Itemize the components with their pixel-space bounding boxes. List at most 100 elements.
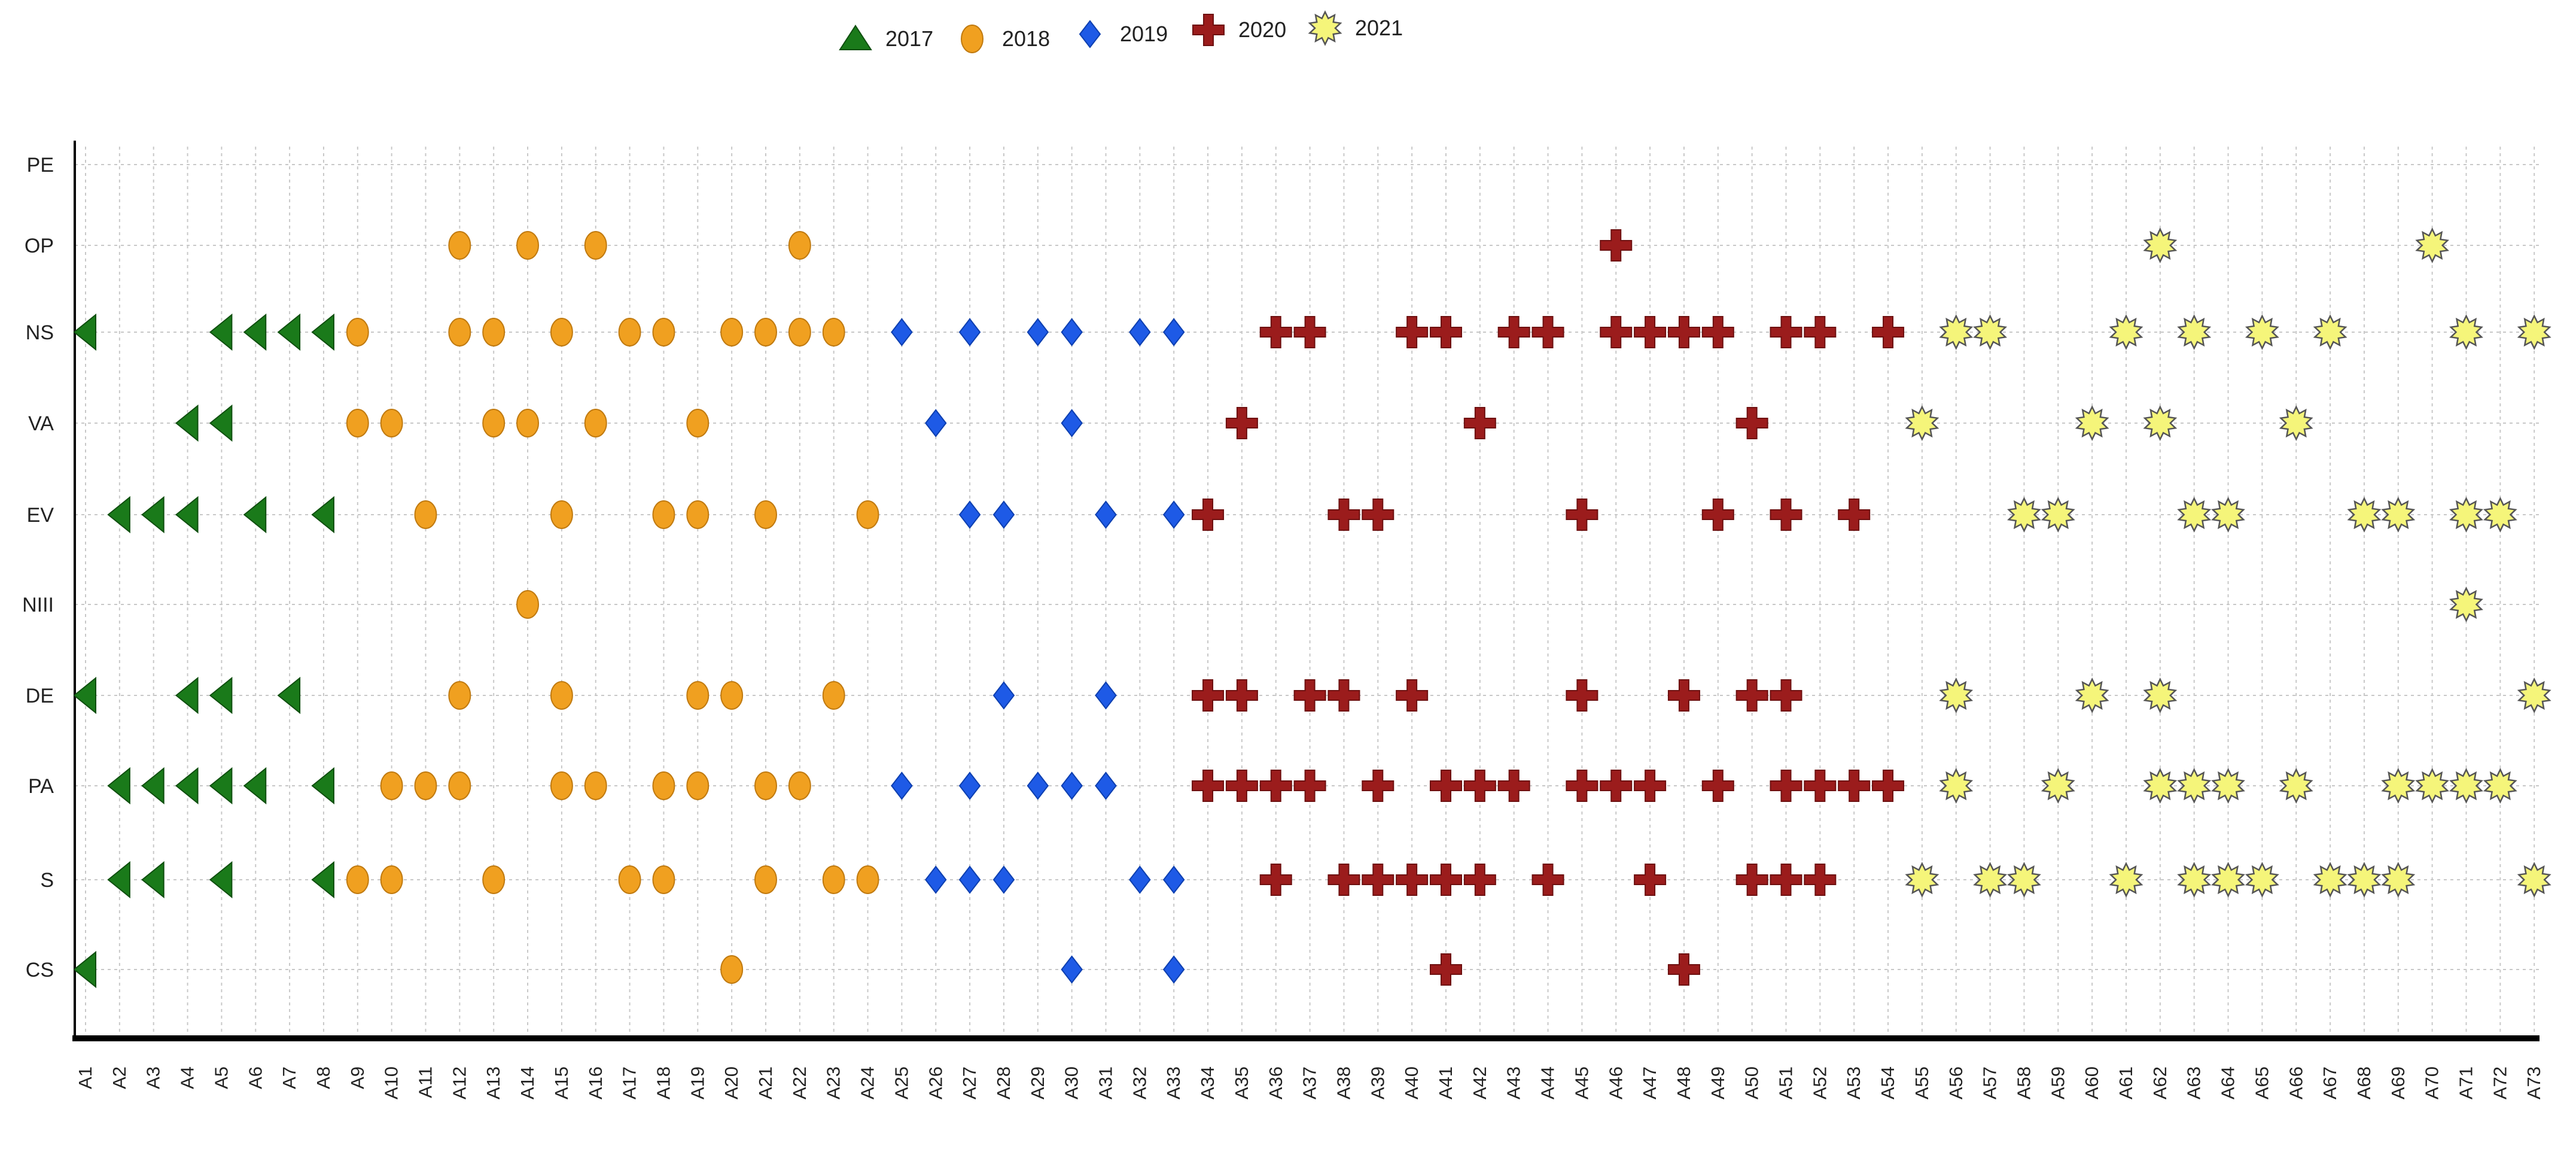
data-point-cross [1362,864,1394,896]
x-tick-label: A1 [75,1066,96,1089]
data-point-triangle [175,404,199,442]
x-tick-label: A54 [1877,1066,1898,1099]
data-point-cross [1293,316,1326,348]
data-point-cross [1634,316,1667,348]
data-point-circle [652,318,675,347]
data-point-star [2143,677,2178,713]
x-tick-label: A3 [143,1066,164,1089]
data-point-star [2279,768,2313,804]
data-point-triangle [209,676,233,715]
data-point-cross [1293,679,1326,712]
data-point-cross [1259,316,1292,348]
data-point-diamond [924,409,947,437]
data-point-star [2075,405,2109,441]
y-tick-label: DE [26,685,54,707]
data-point-cross [1362,770,1394,802]
data-point-star [1939,677,1974,713]
data-point-star [2211,768,2245,804]
x-tick-label: A65 [2251,1066,2272,1099]
series-2018 [346,231,879,984]
data-point-circle [346,409,369,437]
data-point-circle [482,865,506,894]
data-point-triangle [175,767,199,805]
x-tick-labels: A1 A2 A3 A4 A5 A6 A7 A8 A9 A10 A11 A12 A13 A14 A15 A16 A… [75,1066,2544,1099]
data-point-circle [720,318,744,347]
x-tick-label: A32 [1129,1066,1150,1099]
x-tick-label: A46 [1605,1066,1626,1099]
x-tick-label: A27 [959,1066,980,1099]
data-point-circle [448,681,471,710]
data-point-diamond [1095,500,1117,529]
series-2019 [891,318,1185,984]
data-point-star [1905,405,1939,441]
data-point-star [2177,314,2212,350]
data-point-circle [856,865,879,894]
data-point-cross [1872,770,1905,802]
data-point-cross [1600,316,1633,348]
data-point-circle [754,865,777,894]
data-point-star [2279,405,2313,441]
data-point-star [2381,862,2416,898]
data-point-circle [380,771,403,800]
data-point-cross [1225,407,1258,439]
x-tick-label: A15 [551,1066,572,1099]
data-point-circle [550,318,573,347]
data-point-cross [1667,953,1700,986]
data-point-star [2075,677,2109,713]
data-point-cross [1667,679,1700,712]
x-tick-label: A14 [517,1066,538,1099]
y-tick-label: NIII [22,594,54,616]
x-tick-label: A34 [1197,1066,1218,1099]
data-point-star [2245,314,2279,350]
data-point-star [2449,314,2483,350]
x-tick-label: A43 [1503,1066,1524,1099]
x-tick-label: A18 [653,1066,674,1099]
legend-label: 2019 [1120,22,1168,46]
x-tick-label: A25 [891,1066,912,1099]
legend-item-2017: 2017 [839,25,933,51]
data-point-cross [1531,316,1564,348]
x-tick-label: A73 [2523,1066,2544,1099]
x-tick-label: A72 [2489,1066,2510,1099]
legend-item-2018: 2018 [961,25,1050,53]
data-point-triangle [141,496,165,534]
data-point-diamond [1095,771,1117,800]
data-point-cross [1430,953,1462,986]
data-point-cross [1327,499,1360,531]
data-point-star [2517,314,2551,350]
data-point-cross [1463,770,1496,802]
data-point-circle [584,231,607,260]
data-point-triangle [311,767,334,805]
x-tick-label: A52 [1809,1066,1830,1099]
x-tick-label: A50 [1741,1066,1762,1099]
data-point-circle [414,771,437,800]
legend-marker-star [1308,10,1342,46]
data-point-cross [1396,864,1429,896]
x-tick-label: A21 [755,1066,776,1099]
data-point-circle [686,771,710,800]
data-point-circle [482,409,506,437]
data-point-star [2449,497,2483,533]
data-point-circle [788,231,811,260]
data-point-cross [1362,499,1394,531]
data-point-diamond [1061,771,1083,800]
x-tick-label: A8 [313,1066,334,1089]
data-point-star [2347,497,2382,533]
legend-item-2019: 2019 [1079,20,1168,48]
data-point-circle [618,318,641,347]
data-point-diamond [958,318,981,347]
x-tick-label: A66 [2285,1066,2306,1099]
x-tick-label: A42 [1469,1066,1490,1099]
data-point-circle [720,681,744,710]
data-point-triangle [209,861,233,899]
data-point-cross [1497,316,1530,348]
data-point-star [2517,677,2551,713]
x-tick-label: A57 [1980,1066,2000,1099]
series-2017 [73,313,334,989]
data-point-star [1973,314,2008,350]
data-point-star [1939,314,1974,350]
data-point-diamond [992,865,1015,894]
data-point-cross [1463,407,1496,439]
data-point-circle [822,681,845,710]
data-point-circle [482,318,506,347]
